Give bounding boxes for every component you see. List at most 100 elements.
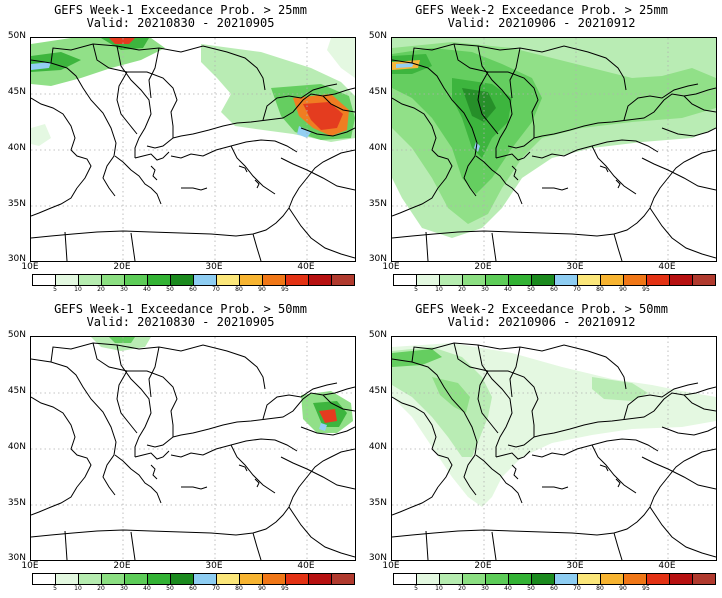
lat-label: 50N: [368, 31, 387, 41]
colorbar-label: 95: [281, 286, 289, 293]
lon-label: 20E: [113, 561, 131, 571]
lat-label: 45N: [368, 386, 387, 396]
colorbar-label: 90: [619, 585, 627, 592]
lon-label: 10E: [21, 561, 39, 571]
panel-title: GEFS Week-1 Exceedance Prob. > 50mm: [54, 302, 307, 316]
colorbar-label: 30: [481, 585, 489, 592]
colorbar-label: 90: [258, 286, 266, 293]
colorbar-label: 90: [619, 286, 627, 293]
lat-label: 40N: [7, 143, 26, 153]
lon-label: 40E: [297, 561, 315, 571]
panel-valid-dates: Valid: 20210906 - 20210912: [447, 315, 636, 329]
lon-label: 30E: [566, 561, 584, 571]
precip-shading: [31, 38, 355, 146]
colorbar-label: 95: [281, 585, 289, 592]
colorbar-label: 5: [414, 585, 418, 592]
colorbar-label: 50: [527, 585, 535, 592]
colorbar-label: 20: [97, 585, 105, 592]
panel-title: GEFS Week-2 Exceedance Prob. > 50mm: [415, 302, 668, 316]
lat-label: 50N: [7, 330, 26, 340]
panel-week2-50mm: GEFS Week-2 Exceedance Prob. > 50mm Vali…: [361, 299, 722, 598]
panel-week2-25mm: GEFS Week-2 Exceedance Prob. > 25mm Vali…: [361, 0, 722, 299]
lat-label: 45N: [368, 87, 387, 97]
colorbar-label: 95: [642, 585, 650, 592]
lat-label: 35N: [368, 498, 387, 508]
lat-label: 50N: [7, 31, 26, 41]
lon-label: 40E: [658, 262, 676, 272]
colorbar-label: 30: [481, 286, 489, 293]
panel-title: GEFS Week-2 Exceedance Prob. > 25mm: [415, 3, 668, 17]
lon-label: 10E: [21, 262, 39, 272]
colorbar-label: 10: [435, 585, 443, 592]
colorbar-label: 50: [527, 286, 535, 293]
colorbar: [393, 573, 716, 585]
colorbar-label: 40: [143, 286, 151, 293]
colorbar-label: 80: [235, 286, 243, 293]
colorbar-label: 40: [143, 585, 151, 592]
colorbar-label: 20: [458, 585, 466, 592]
colorbar-label: 10: [74, 585, 82, 592]
lat-label: 30N: [368, 553, 387, 563]
lat-label: 35N: [7, 199, 26, 209]
lon-label: 10E: [382, 561, 400, 571]
colorbar-label: 60: [550, 286, 558, 293]
colorbar-labels: 5 10 20 30 40 50 60 70 80 90 95: [32, 286, 353, 296]
lat-label: 40N: [368, 143, 387, 153]
precip-shading: [91, 337, 353, 433]
lat-label: 40N: [368, 442, 387, 452]
colorbar-label: 10: [435, 286, 443, 293]
probability-map: [30, 336, 356, 561]
colorbar-label: 95: [642, 286, 650, 293]
colorbar-label: 80: [596, 585, 604, 592]
colorbar-label: 70: [212, 286, 220, 293]
colorbar-label: 70: [212, 585, 220, 592]
panel-valid-dates: Valid: 20210830 - 20210905: [86, 16, 275, 30]
lat-label: 35N: [7, 498, 26, 508]
lat-label: 45N: [7, 87, 26, 97]
colorbar-label: 5: [414, 286, 418, 293]
colorbar-label: 30: [120, 286, 128, 293]
colorbar-label: 30: [120, 585, 128, 592]
probability-map: [391, 37, 717, 262]
lat-label: 30N: [7, 254, 26, 264]
colorbar-label: 80: [235, 585, 243, 592]
lat-label: 45N: [7, 386, 26, 396]
probability-map: [30, 37, 356, 262]
lon-label: 40E: [658, 561, 676, 571]
colorbar-labels: 5 10 20 30 40 50 60 70 80 90 95: [393, 585, 714, 595]
panel-title: GEFS Week-1 Exceedance Prob. > 25mm: [54, 3, 307, 17]
colorbar-label: 70: [573, 585, 581, 592]
colorbar-label: 50: [166, 585, 174, 592]
lat-label: 30N: [368, 254, 387, 264]
panel-valid-dates: Valid: 20210830 - 20210905: [86, 315, 275, 329]
colorbar-label: 5: [53, 286, 57, 293]
lat-label: 35N: [368, 199, 387, 209]
colorbar: [393, 274, 716, 286]
colorbar-labels: 5 10 20 30 40 50 60 70 80 90 95: [32, 585, 353, 595]
lon-label: 20E: [113, 262, 131, 272]
lat-label: 30N: [7, 553, 26, 563]
lon-label: 30E: [566, 262, 584, 272]
colorbar-label: 60: [189, 585, 197, 592]
panel-week1-25mm: GEFS Week-1 Exceedance Prob. > 25mm Vali…: [0, 0, 361, 299]
lon-label: 10E: [382, 262, 400, 272]
precip-shading: [392, 343, 716, 507]
colorbar-label: 20: [458, 286, 466, 293]
lat-label: 40N: [7, 442, 26, 452]
colorbar-label: 5: [53, 585, 57, 592]
colorbar-label: 60: [550, 585, 558, 592]
colorbar: [32, 573, 355, 585]
lat-label: 50N: [368, 330, 387, 340]
colorbar-label: 60: [189, 286, 197, 293]
lon-label: 20E: [474, 561, 492, 571]
probability-map: [391, 336, 717, 561]
lon-label: 30E: [205, 561, 223, 571]
lon-label: 40E: [297, 262, 315, 272]
lon-label: 20E: [474, 262, 492, 272]
panel-valid-dates: Valid: 20210906 - 20210912: [447, 16, 636, 30]
colorbar-label: 90: [258, 585, 266, 592]
colorbar-labels: 5 10 20 30 40 50 60 70 80 90 95: [393, 286, 714, 296]
colorbar-label: 40: [504, 286, 512, 293]
colorbar-label: 40: [504, 585, 512, 592]
colorbar: [32, 274, 355, 286]
